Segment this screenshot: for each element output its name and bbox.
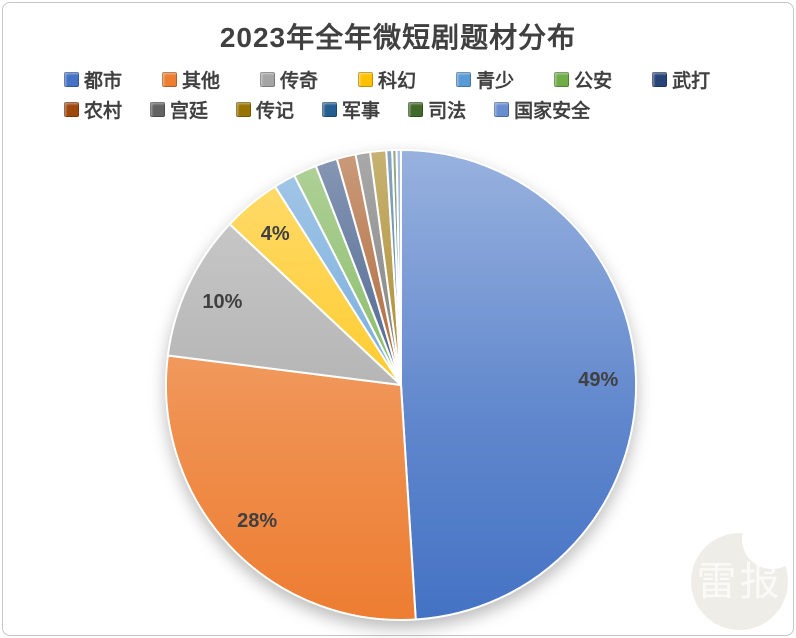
value-label-传奇: 10%	[202, 291, 242, 313]
legend-swatch	[260, 71, 276, 87]
legend-item: 军事	[322, 96, 380, 123]
chart-title: 2023年全年微短剧题材分布	[219, 22, 577, 53]
legend-swatch	[64, 71, 79, 87]
legend-label: 公安	[574, 70, 613, 92]
legend: 都市 其他 传奇 科幻 青少 公安 武打 农村 宫廷 传记 军事 司法 国家安全	[64, 66, 710, 122]
value-label-都市: 49%	[578, 369, 618, 391]
legend-item: 国家安全	[494, 96, 590, 123]
legend-swatch	[358, 71, 374, 87]
legend-swatch	[408, 101, 424, 117]
legend-row-2: 农村 宫廷 传记 军事 司法 国家安全	[64, 96, 710, 122]
legend-item: 都市	[64, 66, 122, 93]
legend-item: 传奇	[260, 66, 318, 93]
legend-item: 司法	[408, 96, 466, 123]
legend-swatch	[456, 71, 472, 87]
watermark: 雷报	[691, 533, 788, 630]
legend-swatch	[322, 101, 338, 117]
legend-label: 科幻	[378, 70, 417, 92]
legend-swatch	[554, 71, 570, 87]
legend-label: 军事	[342, 100, 381, 122]
legend-label: 农村	[84, 100, 123, 122]
legend-label: 传记	[256, 100, 295, 122]
pie-slice-其他	[165, 354, 417, 621]
legend-item: 科幻	[358, 66, 416, 93]
legend-item: 公安	[554, 66, 612, 93]
legend-label: 传奇	[280, 70, 319, 92]
legend-label: 其他	[182, 70, 221, 92]
value-label-科幻: 4%	[261, 223, 290, 245]
legend-item: 青少	[456, 66, 514, 93]
legend-item: 武打	[652, 66, 710, 93]
legend-item: 其他	[162, 66, 220, 93]
legend-swatch	[150, 101, 166, 117]
legend-label: 青少	[476, 70, 515, 92]
value-label-其他: 28%	[237, 510, 277, 532]
legend-swatch	[494, 101, 510, 117]
legend-label: 宫廷	[170, 100, 209, 122]
legend-label: 都市	[84, 70, 123, 92]
legend-label: 司法	[428, 100, 467, 122]
legend-row-1: 都市 其他 传奇 科幻 青少 公安 武打	[64, 66, 710, 92]
legend-swatch	[652, 71, 668, 87]
legend-label: 武打	[672, 70, 711, 92]
legend-item: 农村	[64, 96, 122, 123]
legend-swatch	[162, 71, 178, 87]
legend-item: 传记	[236, 96, 294, 123]
legend-label: 国家安全	[514, 100, 591, 122]
legend-swatch	[236, 101, 252, 117]
legend-swatch	[64, 101, 79, 117]
legend-item: 宫廷	[150, 96, 208, 123]
